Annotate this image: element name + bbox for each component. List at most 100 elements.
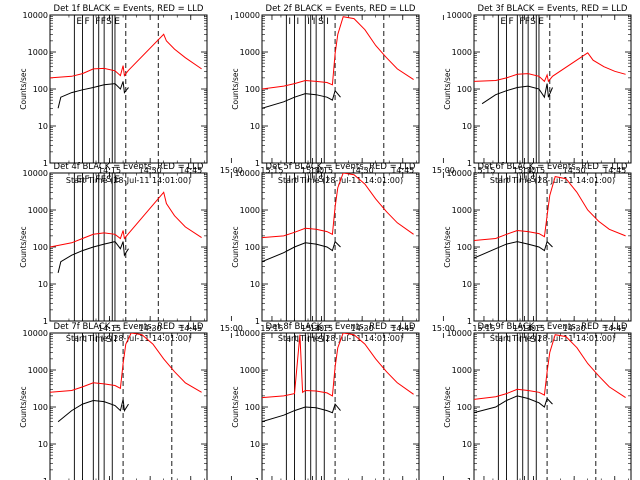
series-events bbox=[474, 240, 553, 259]
y-tick-label: 10000 bbox=[23, 11, 48, 20]
y-tick-label: 100 bbox=[245, 403, 260, 412]
panel-title: Det 2f BLACK = Events, RED = LLD bbox=[266, 4, 416, 14]
interval-flag: I bbox=[288, 17, 291, 27]
series-lld bbox=[474, 334, 626, 400]
interval-flag: I bbox=[95, 335, 98, 345]
y-tick-label: 1 bbox=[467, 317, 472, 326]
x-tick-label: 14:15 bbox=[310, 166, 333, 175]
x-tick-label: 15:15 bbox=[260, 324, 283, 333]
plot-area bbox=[474, 173, 626, 321]
panel-det-3: Det 3f BLACK = Events, RED = LLD 1 10 100 10… bbox=[443, 4, 632, 185]
y-tick-label: 1 bbox=[255, 477, 260, 480]
y-tick-label: 1 bbox=[255, 317, 260, 326]
y-tick-label: 100 bbox=[33, 243, 48, 252]
x-tick-label: 14:30 bbox=[351, 324, 374, 333]
y-tick-label: 10 bbox=[250, 440, 260, 449]
y-tick-label: 100 bbox=[33, 403, 48, 412]
panel-title: Det 1f BLACK = Events, RED = LLD bbox=[54, 4, 204, 14]
x-tick-label: 14:30 bbox=[563, 324, 586, 333]
y-tick-label: 10000 bbox=[447, 329, 472, 338]
x-tick-label: 14:30 bbox=[139, 324, 162, 333]
interval-flag: S bbox=[530, 335, 536, 345]
plot-area bbox=[262, 173, 414, 321]
interval-flag: I bbox=[508, 175, 511, 185]
x-axis-label: Start Time (28-Jul-11 14:01:00) bbox=[66, 176, 191, 185]
y-tick-label: 10 bbox=[250, 280, 260, 289]
y-tick-label: 1000 bbox=[240, 206, 260, 215]
x-tick-label: 14:45 bbox=[603, 324, 626, 333]
y-axis-label: Counts/sec bbox=[19, 226, 28, 267]
y-tick-label: 10000 bbox=[447, 11, 472, 20]
y-tick-label: 10 bbox=[250, 122, 260, 131]
y-tick-label: 1000 bbox=[452, 206, 472, 215]
y-axis-label: Counts/sec bbox=[231, 68, 240, 109]
y-tick-label: 10 bbox=[462, 122, 472, 131]
plot-area bbox=[50, 15, 202, 163]
x-tick-label: 15:15 bbox=[472, 166, 495, 175]
y-tick-label: 1 bbox=[43, 317, 48, 326]
series-lld bbox=[50, 333, 202, 393]
x-axis-label: Start Time (28-Jul-11 14:01:00) bbox=[490, 334, 615, 343]
series-events bbox=[474, 395, 553, 414]
interval-flag: I bbox=[326, 335, 329, 345]
x-axis-label: Start Time (28-Jul-11 14:01:00) bbox=[278, 334, 403, 343]
y-tick-label: 10 bbox=[462, 440, 472, 449]
x-tick-label: 15:00 bbox=[220, 324, 243, 333]
x-axis-label: Start Time (28-Jul-11 14:01:00) bbox=[490, 176, 615, 185]
y-tick-label: 1 bbox=[43, 477, 48, 480]
y-axis-label: Counts/sec bbox=[231, 226, 240, 267]
interval-flag: I bbox=[101, 335, 104, 345]
interval-flag: E bbox=[114, 17, 120, 27]
interval-flag: I bbox=[508, 335, 511, 345]
series-lld bbox=[50, 33, 202, 79]
interval-flag: F bbox=[95, 175, 100, 185]
y-tick-label: 10 bbox=[38, 440, 48, 449]
y-tick-label: 10 bbox=[38, 280, 48, 289]
panel-title: Det 4f BLACK = Events, RED = LLD bbox=[54, 162, 204, 172]
y-tick-label: 10000 bbox=[235, 169, 260, 178]
panel-det-2: Det 2f BLACK = Events, RED = LLD 1 10 100 10… bbox=[231, 4, 536, 185]
interval-flag: F bbox=[101, 17, 106, 27]
series-events bbox=[57, 241, 129, 274]
plot-frame bbox=[473, 332, 632, 480]
x-tick-label: 15:00 bbox=[432, 166, 455, 175]
panel-title: Det 6f BLACK = Events, RED = LLD bbox=[478, 162, 628, 172]
series-lld bbox=[262, 16, 414, 90]
y-tick-label: 10000 bbox=[23, 169, 48, 178]
interval-flag: E bbox=[76, 175, 82, 185]
series-events bbox=[57, 81, 129, 109]
x-tick-label: 14:45 bbox=[603, 166, 626, 175]
interval-flag: I bbox=[307, 175, 310, 185]
interval-flag: S bbox=[318, 335, 324, 345]
plot-frame bbox=[261, 14, 420, 164]
interval-flag: F bbox=[84, 175, 89, 185]
y-tick-label: 1000 bbox=[452, 48, 472, 57]
y-tick-label: 1 bbox=[255, 159, 260, 168]
y-tick-label: 1000 bbox=[240, 366, 260, 375]
interval-flag: E bbox=[500, 17, 506, 27]
x-tick-label: 14:30 bbox=[139, 166, 162, 175]
interval-flag: I bbox=[307, 335, 310, 345]
interval-flag: I bbox=[519, 335, 522, 345]
y-axis-label: Counts/sec bbox=[231, 386, 240, 427]
y-tick-label: 100 bbox=[457, 243, 472, 252]
series-events bbox=[262, 89, 341, 109]
series-lld bbox=[262, 173, 414, 239]
series-lld bbox=[50, 191, 202, 248]
panel-title: Det 3f BLACK = Events, RED = LLD bbox=[478, 4, 628, 14]
panel-det-6: Det 6f BLACK = Events, RED = LLD 1 10 100 10… bbox=[443, 162, 632, 343]
interval-flag: F bbox=[519, 17, 524, 27]
series-lld bbox=[262, 333, 414, 399]
plot-area bbox=[474, 15, 626, 163]
interval-flag: E bbox=[114, 175, 120, 185]
x-tick-label: 15:30 bbox=[513, 166, 536, 175]
x-tick-label: 14:15 bbox=[98, 324, 121, 333]
x-tick-label: 15:30 bbox=[301, 324, 324, 333]
interval-flag: S bbox=[318, 175, 324, 185]
interval-flag: I bbox=[114, 335, 117, 345]
x-tick-label: 14:15 bbox=[310, 324, 333, 333]
y-axis-label: Counts/sec bbox=[443, 226, 452, 267]
interval-flag: I bbox=[519, 175, 522, 185]
y-axis-label: Counts/sec bbox=[443, 386, 452, 427]
interval-flag: I bbox=[307, 17, 310, 27]
